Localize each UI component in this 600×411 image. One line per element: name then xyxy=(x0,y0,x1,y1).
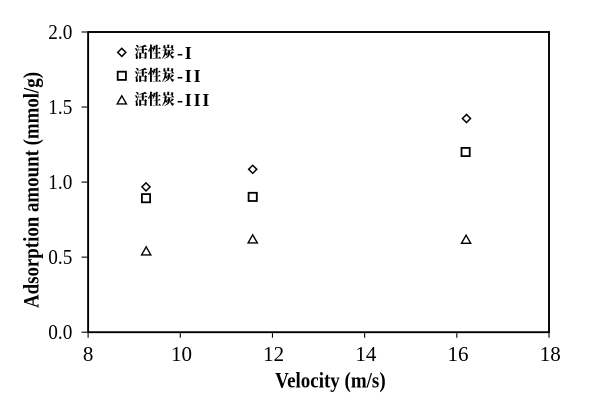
svg-text:10: 10 xyxy=(171,342,192,366)
svg-text:12: 12 xyxy=(263,342,284,366)
svg-text:Adsorption amount (mmol/g): Adsorption amount (mmol/g) xyxy=(19,72,44,308)
svg-text:Velocity (m/s): Velocity (m/s) xyxy=(275,367,386,392)
svg-text:18: 18 xyxy=(540,342,561,366)
svg-text:-II: -II xyxy=(177,66,202,86)
svg-text:8: 8 xyxy=(83,342,94,366)
svg-text:2.0: 2.0 xyxy=(48,20,72,44)
svg-text:-III: -III xyxy=(177,90,211,110)
svg-text:-I: -I xyxy=(177,43,194,63)
svg-text:1.0: 1.0 xyxy=(48,170,72,194)
svg-text:16: 16 xyxy=(448,342,469,366)
svg-text:0.5: 0.5 xyxy=(48,245,72,269)
svg-text:1.5: 1.5 xyxy=(48,95,72,119)
svg-text:0.0: 0.0 xyxy=(48,320,72,344)
svg-text:14: 14 xyxy=(355,342,377,366)
